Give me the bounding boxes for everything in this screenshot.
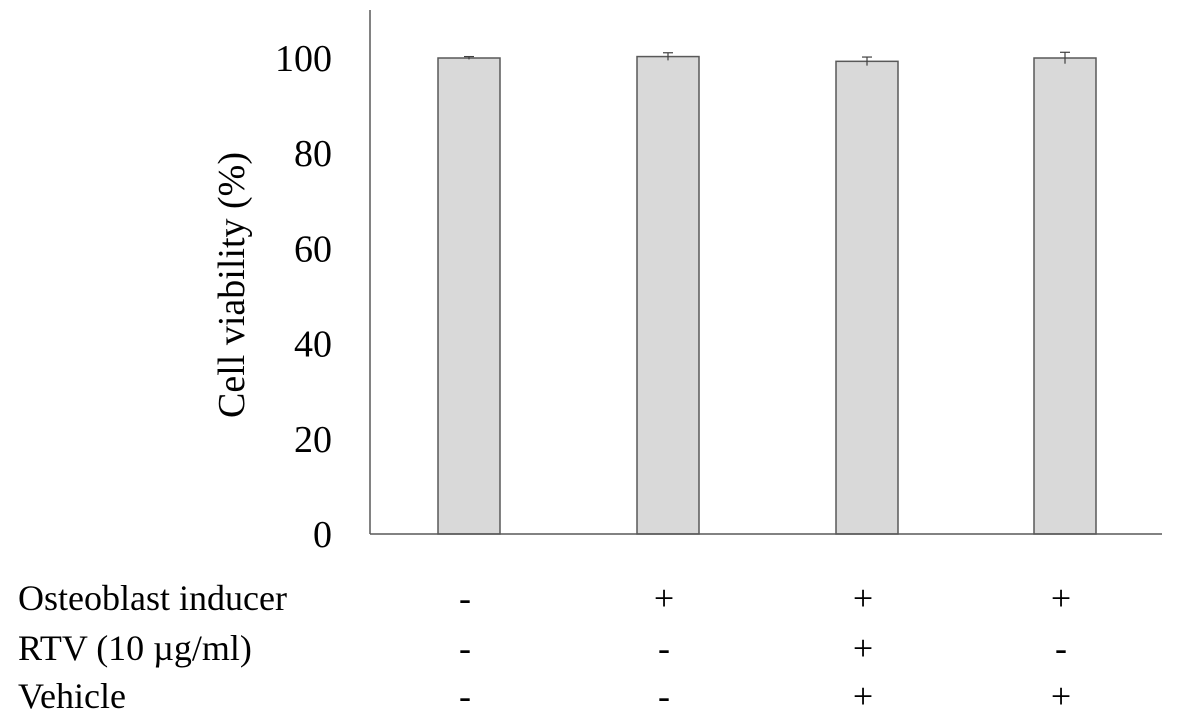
condition-label: Vehicle — [18, 676, 126, 716]
condition-sign: + — [853, 676, 873, 716]
condition-sign: + — [1051, 676, 1071, 716]
condition-sign: - — [459, 578, 471, 618]
bars-layer — [437, 51, 1097, 535]
condition-sign: + — [1051, 578, 1071, 618]
labels-layer: 0 20 40 60 80 100 Cell viability (%) Osteoblast… — [18, 38, 1071, 716]
y-axis-title: Cell viability (%) — [211, 152, 253, 418]
condition-sign: - — [459, 628, 471, 668]
axes-layer — [369, 10, 1162, 535]
y-tick-label: 100 — [275, 38, 332, 80]
condition-sign: - — [459, 676, 471, 716]
condition-sign: + — [654, 578, 674, 618]
condition-sign: + — [853, 578, 873, 618]
condition-sign: - — [658, 676, 670, 716]
bar — [437, 57, 501, 535]
bar — [1033, 57, 1097, 535]
y-tick-label: 0 — [313, 514, 332, 556]
condition-sign: - — [1055, 628, 1067, 668]
condition-label: Osteoblast inducer — [18, 578, 287, 618]
y-tick-label: 20 — [294, 419, 332, 461]
y-tick-label: 60 — [294, 228, 332, 270]
bar — [835, 60, 899, 535]
y-tick-label: 80 — [294, 133, 332, 175]
bar — [636, 55, 700, 535]
condition-label: RTV (10 µg/ml) — [18, 628, 252, 668]
condition-sign: - — [658, 628, 670, 668]
condition-sign: + — [853, 628, 873, 668]
y-tick-label: 40 — [294, 324, 332, 366]
